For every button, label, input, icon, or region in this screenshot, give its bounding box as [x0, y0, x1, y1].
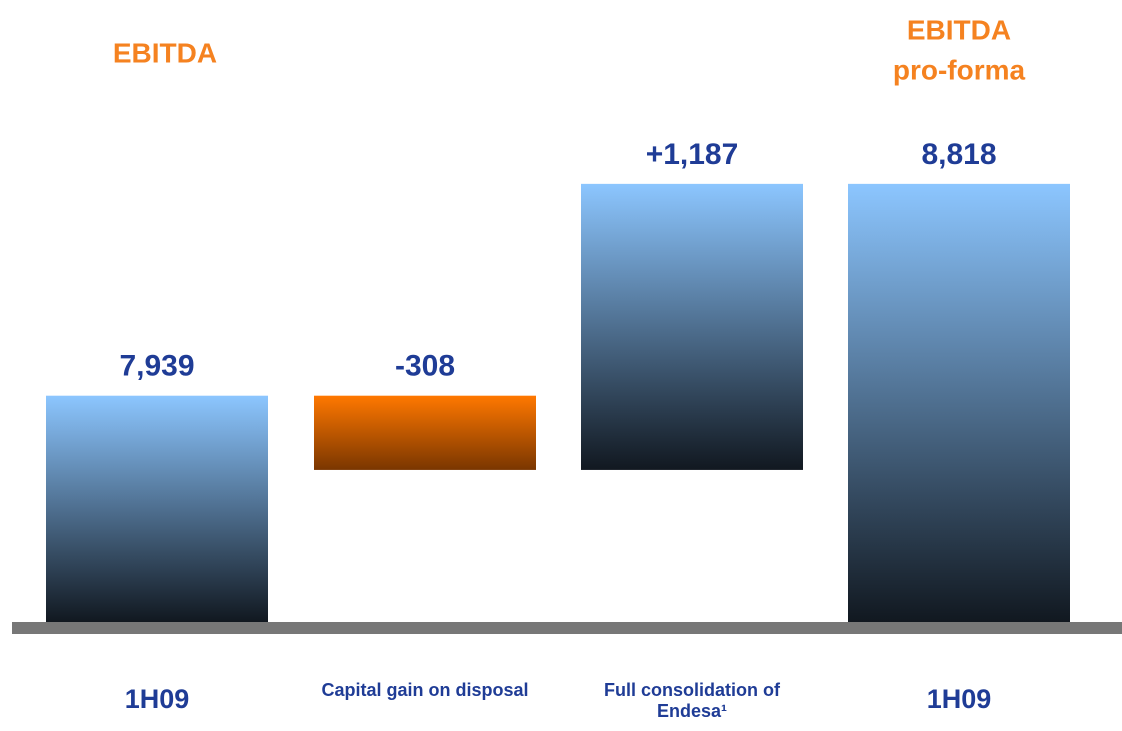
bar [848, 183, 1070, 622]
value-label: 8,818 [921, 138, 996, 171]
value-label: +1,187 [646, 138, 739, 171]
category-label: Capital gain on disposal [321, 680, 529, 700]
baseline [12, 622, 1122, 634]
value-label: 7,939 [119, 350, 194, 383]
value-label: -308 [395, 350, 455, 383]
right-header: pro-forma [893, 54, 1026, 85]
bar [46, 395, 268, 622]
left-header: EBITDA [113, 37, 217, 68]
bar [581, 183, 803, 470]
right-header: EBITDA [907, 14, 1011, 45]
category-label: 1H09 [124, 684, 190, 714]
category-label: 1H09 [926, 684, 992, 714]
category-label: Full consolidation of Endesa¹ [604, 680, 780, 721]
bar [314, 395, 536, 470]
